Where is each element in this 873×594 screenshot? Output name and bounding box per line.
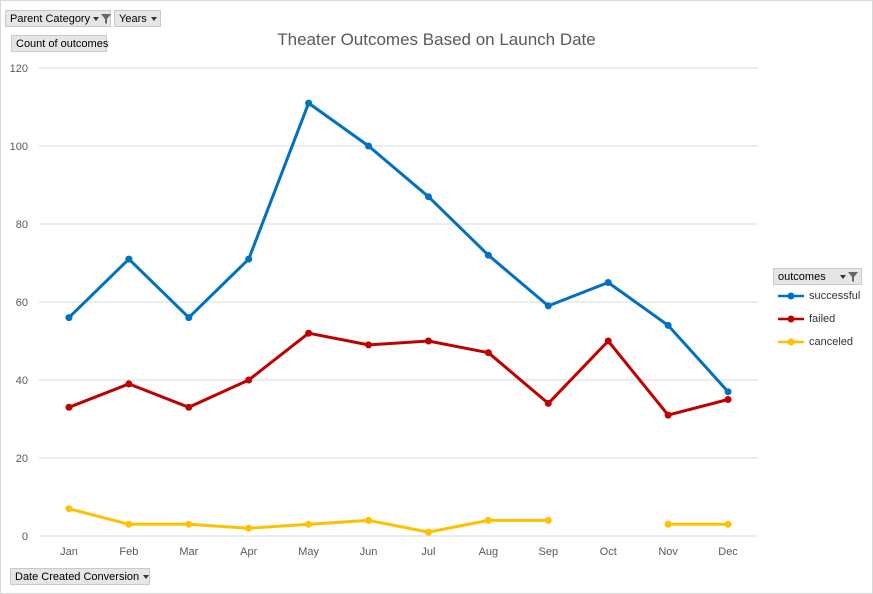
series-line-successful [67, 101, 730, 394]
x-tick-label: May [298, 546, 319, 558]
data-point-failed [65, 403, 73, 411]
data-point-canceled [245, 524, 253, 532]
dropdown-arrow-icon [93, 17, 100, 22]
data-point-canceled [724, 520, 732, 528]
data-point-successful [724, 388, 732, 396]
x-tick-label: Aug [479, 546, 499, 558]
data-point-successful [544, 302, 552, 310]
data-point-canceled [664, 520, 672, 528]
y-tick-label: 20 [16, 453, 28, 465]
data-point-canceled [544, 516, 552, 524]
y-tick-label: 40 [16, 375, 28, 387]
years-filter-button[interactable]: Years [114, 10, 161, 27]
axis-field-button[interactable]: Date Created Conversion [10, 568, 150, 585]
dropdown-arrow-icon [143, 575, 150, 580]
y-tick-label: 0 [22, 531, 28, 543]
x-tick-label: Oct [600, 546, 617, 558]
data-point-canceled [365, 516, 373, 524]
x-tick-label: Jun [360, 546, 378, 558]
data-point-failed [604, 337, 612, 345]
x-tick-label: Sep [539, 546, 559, 558]
data-point-successful [305, 99, 313, 107]
legend-item-successful: successful [773, 285, 863, 308]
data-point-successful [245, 255, 253, 263]
parent-category-filter-button[interactable]: Parent Category [5, 10, 112, 27]
axis-field-label: Date Created Conversion [15, 571, 140, 583]
legend-label: successful [809, 290, 861, 302]
series-line-canceled [67, 507, 550, 534]
data-point-successful [664, 321, 672, 329]
x-tick-label: Dec [718, 546, 738, 558]
data-point-failed [544, 399, 552, 407]
y-tick-label: 60 [16, 297, 28, 309]
y-tick-label: 120 [10, 63, 28, 75]
legend-label: failed [809, 313, 836, 325]
legend-item-failed: failed [773, 308, 863, 331]
data-point-canceled [125, 520, 133, 528]
years-label: Years [119, 13, 147, 25]
legend-swatch-successful [778, 292, 804, 300]
legend-field-label: outcomes [778, 271, 826, 283]
data-point-canceled [185, 520, 193, 528]
x-tick-label: Apr [240, 546, 257, 558]
data-point-successful [604, 279, 612, 286]
legend-item-canceled: canceled [773, 331, 863, 354]
data-point-successful [185, 314, 193, 322]
value-field-button[interactable]: Count of outcomes [11, 35, 109, 52]
chart-title: Theater Outcomes Based on Launch Date [277, 30, 596, 49]
data-point-canceled [424, 528, 432, 536]
data-point-successful [65, 314, 73, 322]
parent-category-label: Parent Category [10, 13, 91, 25]
value-field-label: Count of outcomes [16, 38, 109, 50]
x-tick-label: Nov [658, 546, 678, 558]
data-point-failed [724, 396, 732, 403]
data-point-failed [245, 376, 253, 384]
data-point-failed [424, 337, 432, 345]
dropdown-arrow-icon [150, 17, 157, 22]
legend-swatch-canceled [778, 338, 804, 346]
data-point-failed [484, 349, 492, 357]
legend-field-button[interactable]: outcomes [773, 268, 862, 285]
data-point-canceled [305, 520, 313, 528]
filter-icon [848, 272, 858, 283]
data-point-successful [365, 142, 373, 150]
series-line-failed [67, 331, 730, 417]
data-point-successful [125, 255, 133, 263]
legend-label: canceled [809, 336, 854, 348]
x-tick-label: Feb [119, 546, 138, 558]
legend-swatch-failed [778, 315, 804, 323]
data-point-successful [424, 193, 432, 201]
x-tick-label: Jul [421, 546, 435, 558]
data-point-canceled [65, 505, 73, 513]
x-tick-label: Jan [60, 546, 78, 558]
data-point-failed [664, 411, 672, 419]
data-point-failed [305, 329, 313, 337]
data-point-canceled [484, 516, 492, 524]
legend: outcomes successful failed canceled [773, 268, 863, 354]
data-point-failed [365, 341, 373, 349]
data-point-successful [484, 251, 492, 259]
x-tick-label: Mar [179, 546, 198, 558]
data-point-failed [125, 380, 133, 388]
data-point-failed [185, 403, 193, 411]
dropdown-arrow-icon [840, 275, 846, 280]
filter-icon [101, 14, 112, 25]
y-tick-label: 100 [10, 141, 28, 153]
y-tick-label: 80 [16, 219, 28, 231]
